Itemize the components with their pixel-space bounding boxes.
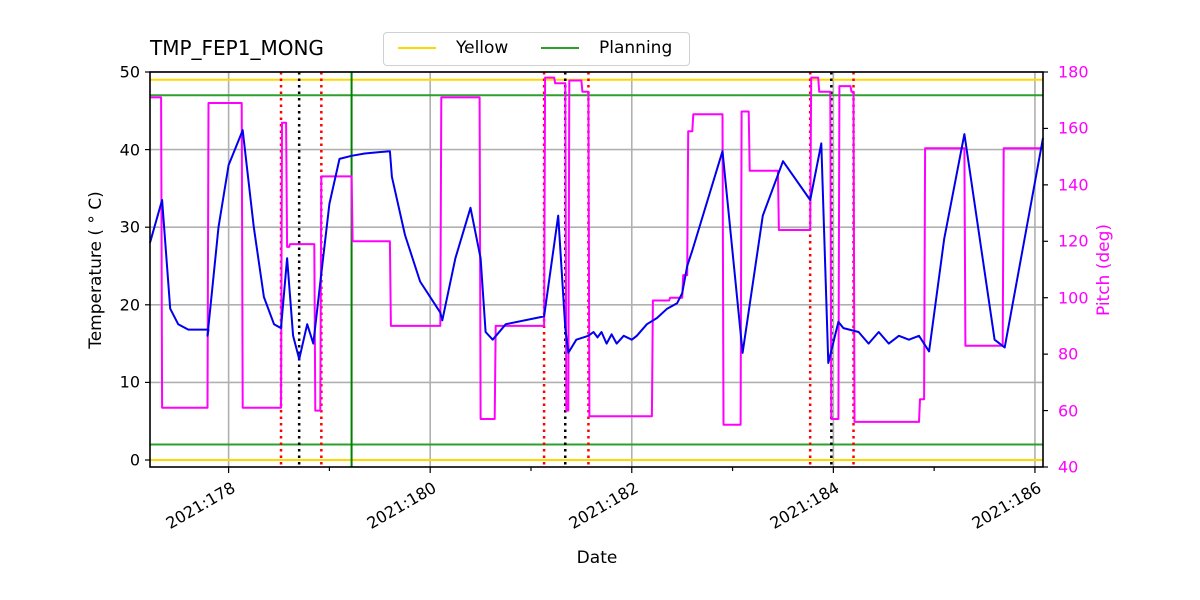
limit-lines <box>150 78 1043 461</box>
y-axis-label-right: Pitch (deg) <box>1094 223 1114 317</box>
y-tick-label-left: 30 <box>119 217 140 237</box>
grid-lines <box>150 71 1043 467</box>
y-tick-label-right: 160 <box>1058 118 1089 138</box>
data-series <box>149 76 1044 426</box>
y-tick-label-right: 40 <box>1058 457 1079 477</box>
y-tick-label-left: 40 <box>119 140 140 160</box>
legend-swatch-yellow <box>398 47 436 49</box>
series-pitch <box>150 76 1043 426</box>
y-axis-label-left: Temperature ( ° C) <box>86 191 106 349</box>
y-tick-label-left: 10 <box>119 372 140 392</box>
x-axis-label: Date <box>576 548 618 568</box>
series-tmp-fep1-mong <box>149 129 1044 364</box>
y-tick-label-left: 0 <box>129 450 140 470</box>
y-tick-label-right: 120 <box>1058 231 1089 251</box>
y-tick-label-right: 100 <box>1058 288 1089 308</box>
legend-item-planning: Planning <box>541 38 672 58</box>
axis-ticks <box>145 71 1048 473</box>
y-tick-label-right: 80 <box>1058 344 1079 364</box>
legend-label-planning: Planning <box>599 38 673 58</box>
y-tick-label-right: 60 <box>1058 401 1079 421</box>
plot-frame <box>149 71 1044 468</box>
y-tick-label-right: 140 <box>1058 175 1089 195</box>
legend-item-yellow: Yellow <box>398 38 508 58</box>
y-tick-label-right: 180 <box>1058 62 1089 82</box>
chart-title: TMP_FEP1_MONG <box>150 36 324 60</box>
legend-swatch-planning <box>541 47 579 49</box>
y-tick-label-left: 20 <box>119 295 140 315</box>
legend: Yellow Planning <box>383 32 690 66</box>
y-tick-label-left: 50 <box>119 62 140 82</box>
legend-label-yellow: Yellow <box>456 38 509 58</box>
